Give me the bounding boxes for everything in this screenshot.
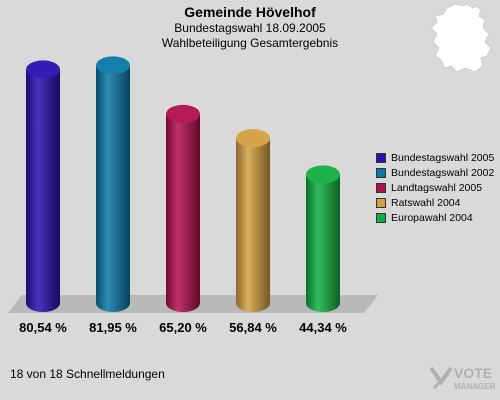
legend-swatch: [376, 212, 386, 223]
bar-top: [306, 165, 340, 184]
vote-manager-logo: VOTE MANAGER: [428, 362, 498, 398]
data-label: 65,20 %: [159, 320, 207, 335]
legend-swatch: [376, 197, 386, 208]
bar-body: [236, 138, 270, 312]
vote-manager-icon: [429, 366, 453, 390]
legend-item: Bundestagswahl 2002: [376, 165, 494, 180]
bar: [236, 129, 270, 312]
bar-top: [96, 56, 130, 75]
logo-text-vote: VOTE: [454, 365, 493, 381]
data-label: 44,34 %: [299, 320, 347, 335]
data-label: 80,54 %: [19, 320, 67, 335]
legend-label: Bundestagswahl 2002: [391, 166, 495, 179]
chart-title: Gemeinde Hövelhof: [184, 4, 316, 20]
legend-label: Landtagswahl 2005: [391, 181, 483, 194]
chart-subtitle-2: Wahlbeteiligung Gesamtergebnis: [161, 36, 339, 50]
bar: [26, 60, 60, 313]
bar-body: [306, 174, 340, 312]
chart-legend: Bundestagswahl 2005 Bundestagswahl 2002 …: [376, 150, 494, 225]
bar-top: [236, 129, 270, 148]
legend-item: Ratswahl 2004: [376, 195, 494, 210]
bar-top: [26, 60, 60, 79]
legend-item: Europawahl 2004: [376, 210, 494, 225]
germany-map-icon: [430, 3, 492, 73]
legend-label: Europawahl 2004: [391, 211, 473, 224]
legend-swatch: [376, 152, 386, 163]
legend-item: Landtagswahl 2005: [376, 180, 494, 195]
legend-label: Ratswahl 2004: [391, 196, 461, 209]
footer-status: 18 von 18 Schnellmeldungen: [10, 367, 165, 381]
legend-swatch: [376, 167, 386, 178]
bar: [306, 165, 340, 312]
logo-text-manager: MANAGER: [454, 382, 496, 391]
legend-swatch: [376, 182, 386, 193]
legend-item: Bundestagswahl 2005: [376, 150, 494, 165]
bar-body: [96, 65, 130, 312]
bar: [96, 56, 130, 312]
bar-top: [166, 104, 200, 123]
data-label: 81,95 %: [89, 320, 137, 335]
bar: [166, 104, 200, 312]
bar-body: [26, 69, 60, 313]
legend-label: Bundestagswahl 2005: [391, 151, 495, 164]
data-label: 56,84 %: [229, 320, 277, 335]
bar-body: [166, 113, 200, 312]
chart-subtitle: Bundestagswahl 18.09.2005: [174, 21, 326, 35]
